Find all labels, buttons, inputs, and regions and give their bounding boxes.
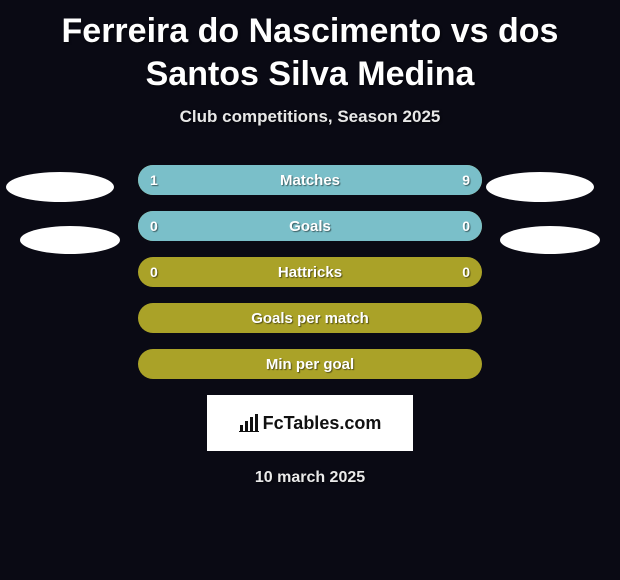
stat-value-left: 0 bbox=[150, 264, 158, 280]
stat-fill-left bbox=[138, 211, 310, 241]
logo-text: FcTables.com bbox=[263, 413, 382, 434]
stats-comparison: 1 9 Matches 0 0 Goals 0 0 Hattricks Goals per mat… bbox=[138, 165, 482, 379]
deco-ellipse bbox=[20, 226, 120, 254]
stat-row: 1 9 Matches bbox=[138, 165, 482, 195]
stat-value-left: 1 bbox=[150, 172, 158, 188]
stat-fill-right bbox=[310, 211, 482, 241]
footer-date: 10 march 2025 bbox=[0, 469, 620, 487]
page-title: Ferreira do Nascimento vs dos Santos Sil… bbox=[0, 0, 620, 95]
stat-row: 0 0 Goals bbox=[138, 211, 482, 241]
bar-chart-icon bbox=[239, 414, 259, 432]
stat-label: Min per goal bbox=[266, 356, 354, 373]
source-logo: FcTables.com bbox=[207, 395, 413, 451]
stat-value-right: 9 bbox=[462, 172, 470, 188]
stat-label: Goals per match bbox=[251, 310, 369, 327]
deco-ellipse bbox=[486, 172, 594, 202]
stat-label: Hattricks bbox=[278, 264, 342, 281]
deco-ellipse bbox=[500, 226, 600, 254]
stat-value-right: 0 bbox=[462, 264, 470, 280]
deco-ellipse bbox=[6, 172, 114, 202]
stat-label: Matches bbox=[280, 172, 340, 189]
page-subtitle: Club competitions, Season 2025 bbox=[0, 107, 620, 127]
stat-row: Min per goal bbox=[138, 349, 482, 379]
stat-label: Goals bbox=[289, 218, 331, 235]
stat-row: 0 0 Hattricks bbox=[138, 257, 482, 287]
stat-value-right: 0 bbox=[462, 218, 470, 234]
stat-fill-left bbox=[138, 165, 200, 195]
stat-value-left: 0 bbox=[150, 218, 158, 234]
stat-row: Goals per match bbox=[138, 303, 482, 333]
stat-fill-right bbox=[200, 165, 482, 195]
